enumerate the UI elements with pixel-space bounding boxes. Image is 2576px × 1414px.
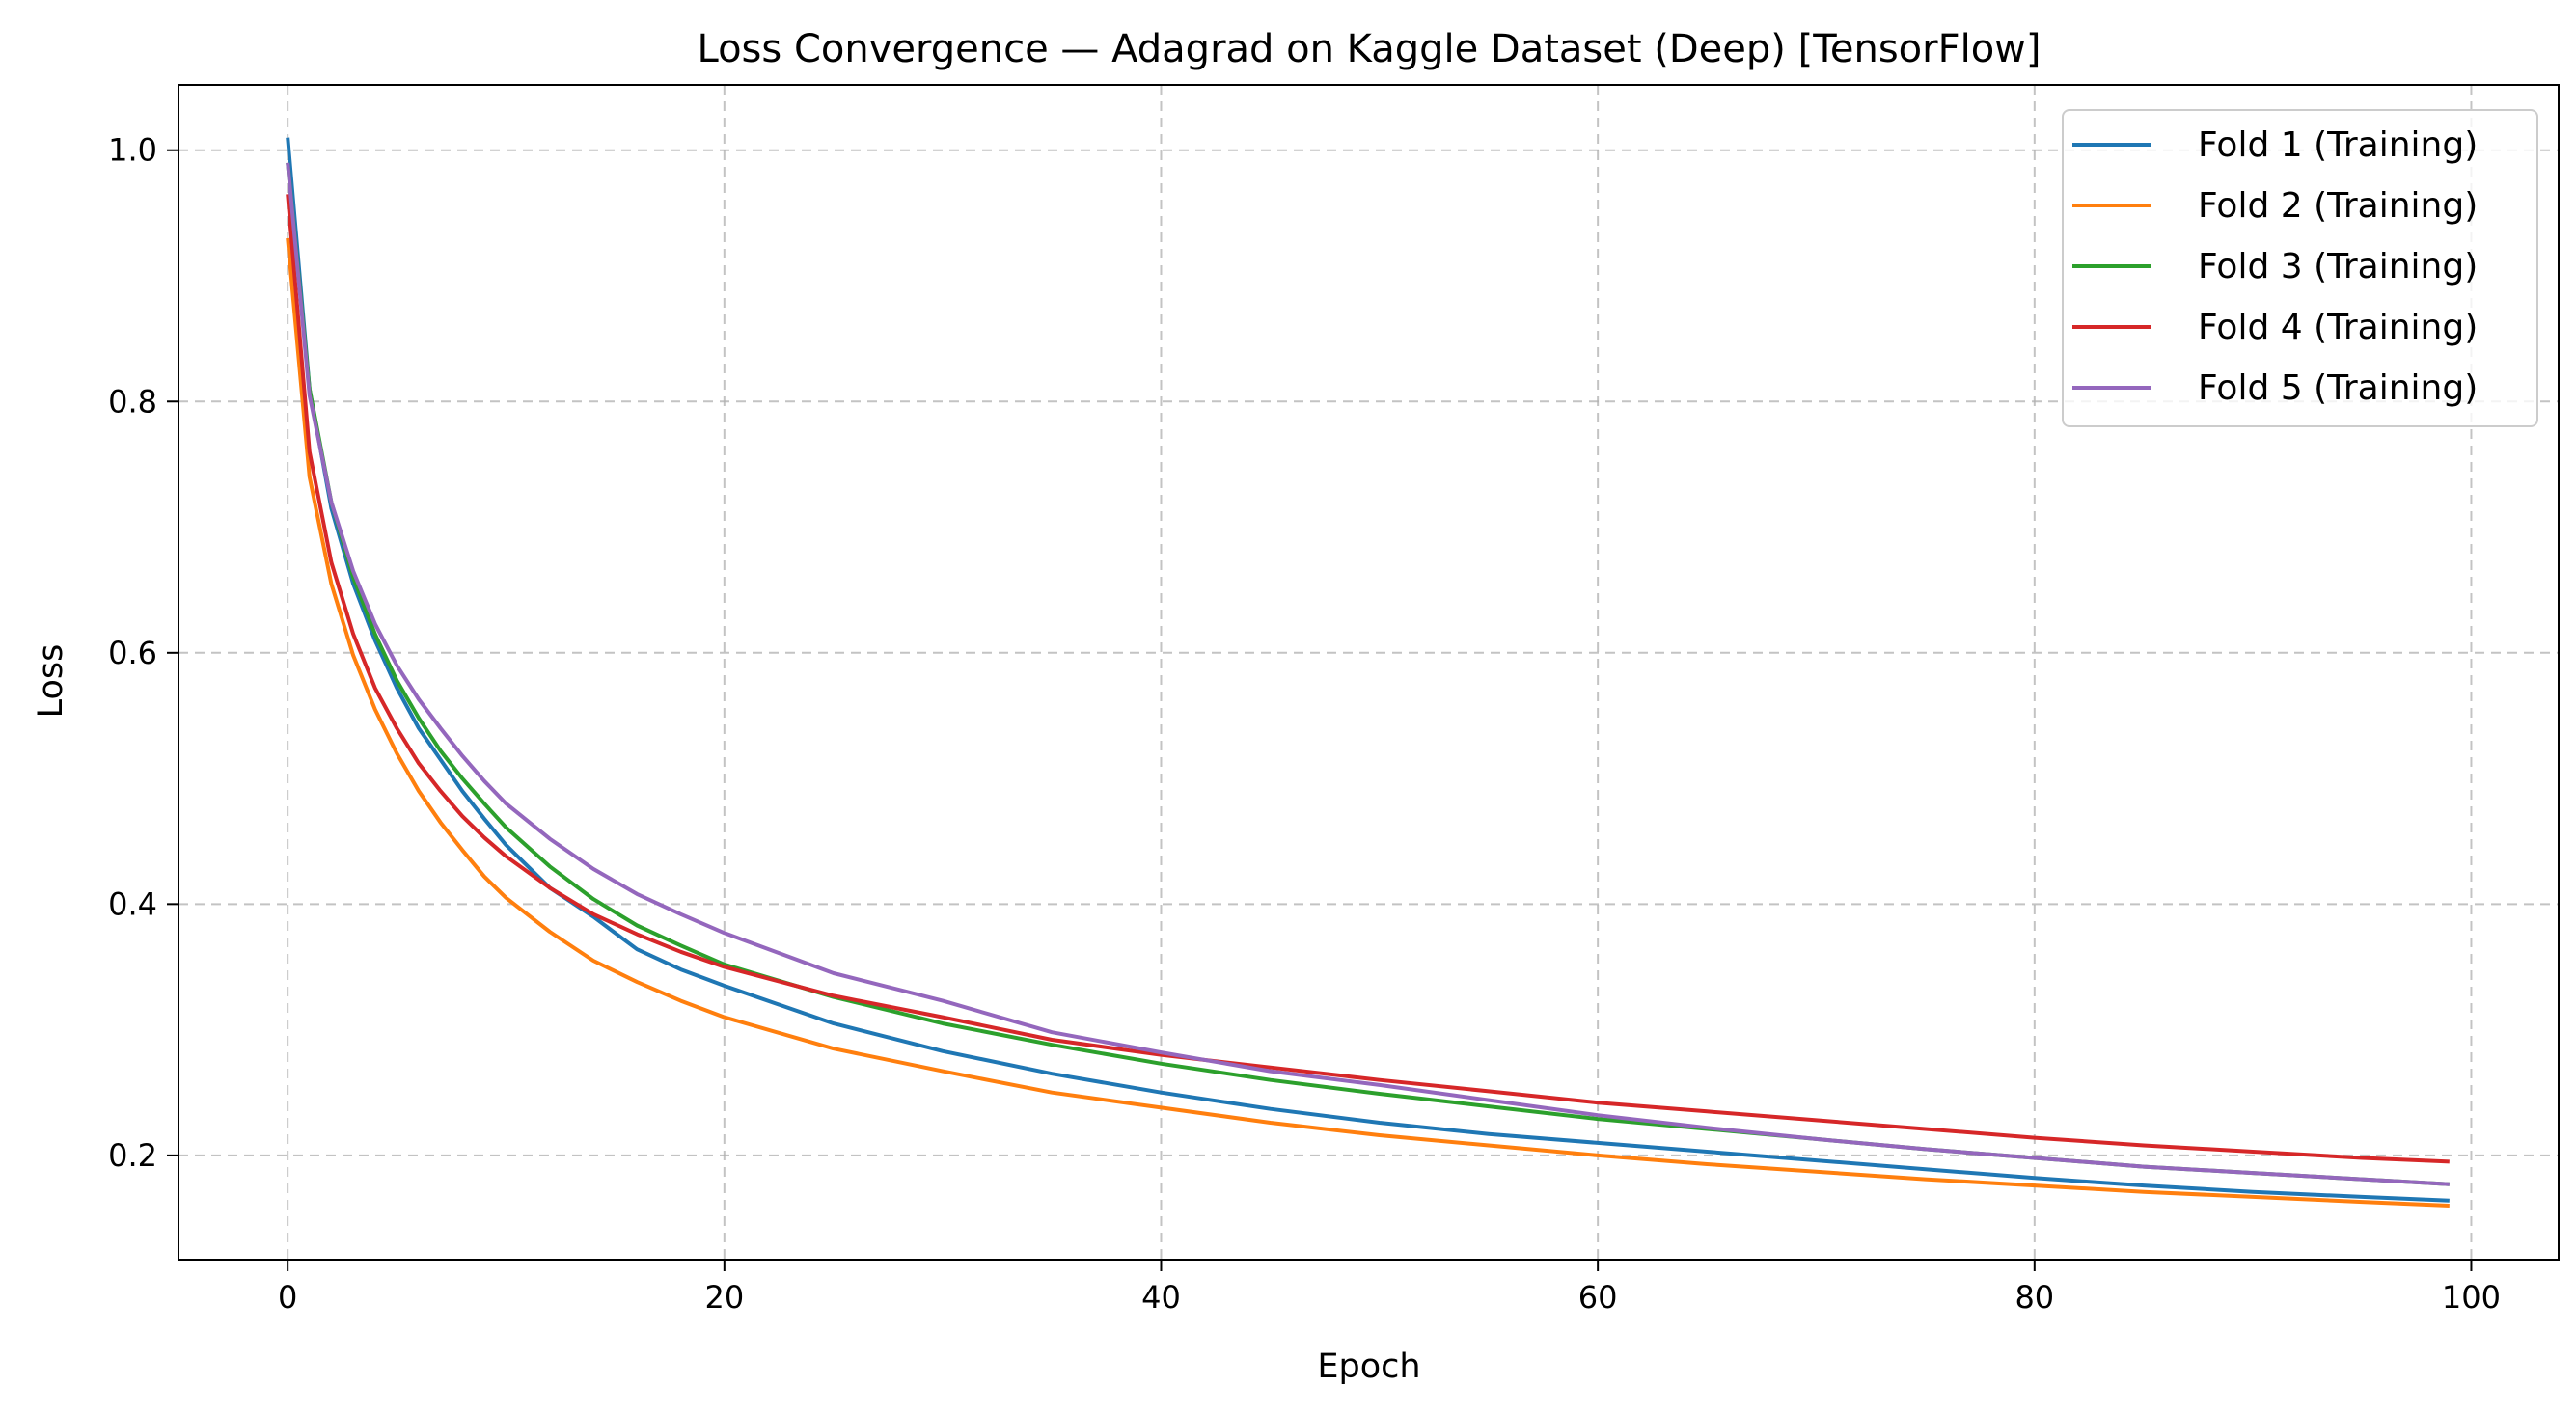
legend-items: Fold 1 (Training) Fold 2 (Training) Fold 3…: [2072, 125, 2478, 408]
y-tick-label: 0.8: [108, 383, 157, 420]
series-line-fold-2: [286, 237, 2450, 1208]
x-tick-label: 100: [2442, 1279, 2501, 1316]
legend: Fold 1 (Training) Fold 2 (Training) Fold 3…: [2062, 109, 2538, 427]
x-tick-label: 80: [2014, 1279, 2054, 1316]
y-tick-label: 1.0: [108, 132, 157, 169]
legend-box: [2062, 109, 2538, 427]
legend-label-fold-5: Fold 5 (Training): [2198, 368, 2478, 408]
chart-title: Loss Convergence — Adagrad on Kaggle Dat…: [698, 27, 2042, 71]
y-tick-label: 0.6: [108, 635, 157, 671]
y-tick-label: 0.4: [108, 885, 157, 922]
series-lines: [286, 137, 2450, 1208]
series-line-fold-5: [286, 162, 2450, 1186]
legend-label-fold-3: Fold 3 (Training): [2198, 247, 2478, 286]
x-tick-label: 0: [278, 1279, 297, 1316]
x-tick-label: 20: [704, 1279, 744, 1316]
x-tick-label: 40: [1141, 1279, 1181, 1316]
legend-label-fold-1: Fold 1 (Training): [2198, 125, 2478, 165]
plot-frame: [178, 84, 2560, 1261]
legend-label-fold-4: Fold 4 (Training): [2198, 308, 2478, 347]
series-line-fold-4: [286, 194, 2450, 1164]
y-tick-label: 0.2: [108, 1137, 157, 1174]
legend-label-fold-2: Fold 2 (Training): [2198, 186, 2478, 226]
series-line-fold-1: [286, 137, 2450, 1203]
x-tick-label: 60: [1578, 1279, 1618, 1316]
y-axis-label: Loss: [32, 644, 70, 719]
x-axis-label: Epoch: [1317, 1347, 1420, 1386]
axis-ticks: 0 20 40 60 80 100 0.2 0.4 0.6 0.8 1.0: [108, 132, 2501, 1316]
